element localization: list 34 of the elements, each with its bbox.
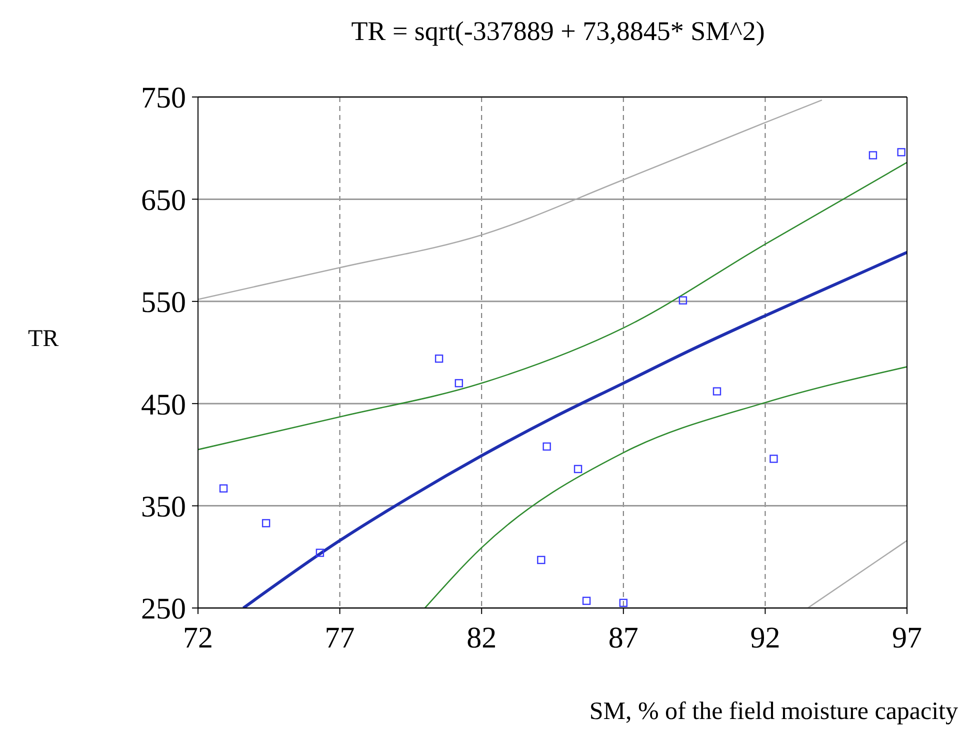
point [678,296,688,304]
x-tick-label: 87 [608,621,638,654]
y-axis-title: TR [28,326,59,353]
line-series [242,250,907,608]
y-tick-label: 250 [141,592,186,626]
line-series [424,366,907,608]
y-tick-label: 550 [141,286,186,320]
y-tick-label: 450 [141,388,186,422]
x-tick-label: 77 [324,621,355,654]
chart-title: TR = sqrt(-337889 + 73,8845* SM^2) [350,16,766,47]
point [454,379,464,388]
x-tick-label: 72 [183,621,213,654]
x-tick-label: 82 [466,621,497,654]
point [770,454,778,463]
point [219,484,228,493]
point [619,598,628,607]
point [316,548,324,557]
point [434,354,444,363]
point [542,442,551,451]
y-tick-label: 750 [141,82,186,115]
line-series [198,162,907,450]
line-series [198,99,823,300]
point [897,148,906,156]
point [712,387,722,396]
point [582,596,591,605]
point [574,464,582,474]
x-axis-title: SM, % of the field moisture capacity [589,698,958,726]
x-tick-label: 92 [750,621,780,654]
point [262,519,270,528]
y-tick-label: 350 [141,490,186,524]
point [868,151,878,160]
x-tick-label: 97 [892,621,922,654]
y-tick-label: 650 [141,184,186,217]
point [537,556,546,564]
